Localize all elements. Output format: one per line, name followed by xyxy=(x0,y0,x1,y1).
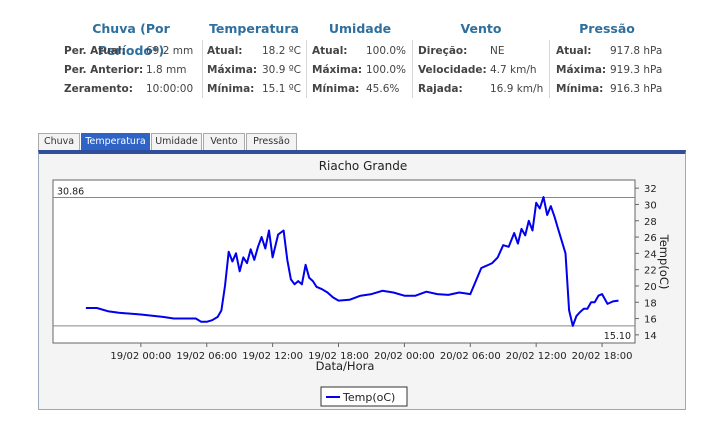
chart-panel: Riacho Grande 30.86 15.10 14 16 18 20 22 24 26 2… xyxy=(38,150,686,410)
x-tick-label: 20/02 12:00 xyxy=(506,351,567,362)
tab-pressao[interactable]: Pressão xyxy=(246,133,297,151)
pressao-row-minima: Mínima: 916.3 hPa xyxy=(556,80,666,98)
umidade-row-maxima: Máxima: 100.0% xyxy=(312,61,410,79)
x-axis-label: Data/Hora xyxy=(316,359,375,373)
temperature-series-line xyxy=(85,196,619,327)
x-tick-label: 19/02 06:00 xyxy=(176,351,237,362)
x-tick-label: 19/02 12:00 xyxy=(242,351,303,362)
stat-value: NE xyxy=(490,45,505,57)
pressao-row-maxima: Máxima: 919.3 hPa xyxy=(556,61,666,79)
temperatura-column: Temperatura xyxy=(206,18,302,40)
axis-ticks: 14 16 18 20 22 24 26 28 30 32 19/02 00:00 19/02 06:… xyxy=(110,184,656,362)
stat-value: 18.2 ºC xyxy=(262,45,301,57)
stat-value: 4.7 km/h xyxy=(490,64,537,76)
legend-box xyxy=(320,386,408,407)
umidade-row-minima: Mínima: 45.6% xyxy=(312,80,410,98)
pressao-row-atual: Atual: 917.8 hPa xyxy=(556,42,666,60)
stat-label: Mínima: xyxy=(556,83,604,95)
reference-line-label: 15.10 xyxy=(604,331,631,342)
column-divider xyxy=(306,40,307,98)
stat-label: Zeramento: xyxy=(64,83,133,95)
vento-row-rajada: Rajada: 16.9 km/h xyxy=(418,80,546,98)
tab-vento[interactable]: Vento xyxy=(203,133,245,151)
stat-value: 919.3 hPa xyxy=(610,64,663,76)
stat-value: 69.2 mm xyxy=(146,45,194,57)
stat-value: 100.0% xyxy=(366,45,407,57)
x-tick-label: 20/02 18:00 xyxy=(572,351,633,362)
chuva-row-anterior: Per. Anterior: 1.8 mm xyxy=(64,61,198,79)
stat-label: Máxima: xyxy=(556,64,607,76)
chuva-row-atual: Per. Atual: 69.2 mm xyxy=(64,42,198,60)
chart-title: Riacho Grande xyxy=(319,159,408,173)
chart-legend: Temp(oC) xyxy=(320,386,408,407)
pressao-header: Pressão xyxy=(579,21,635,36)
y-tick-label: 30 xyxy=(644,200,657,211)
chuva-row-zeramento: Zeramento: 10:00:00 xyxy=(64,80,198,98)
vento-row-direcao: Direção: NE xyxy=(418,42,546,60)
y-tick-label: 16 xyxy=(644,315,657,326)
x-tick-label: 19/02 00:00 xyxy=(110,351,171,362)
umidade-column: Umidade xyxy=(310,18,410,40)
stat-value: 16.9 km/h xyxy=(490,83,544,95)
column-divider xyxy=(412,40,413,98)
stat-value: 30.9 ºC xyxy=(262,64,301,76)
stat-label: Atual: xyxy=(556,45,592,57)
legend-label: Temp(oC) xyxy=(342,391,395,404)
y-tick-label: 22 xyxy=(644,266,657,277)
stat-label: Mínima: xyxy=(207,83,255,95)
x-tick-label: 19/02 18:00 xyxy=(308,351,369,362)
y-tick-label: 14 xyxy=(644,331,657,342)
stat-label: Rajada: xyxy=(418,83,463,95)
tab-chuva[interactable]: Chuva xyxy=(38,133,80,151)
x-tick-label: 20/02 06:00 xyxy=(440,351,501,362)
temperatura-row-atual: Atual: 18.2 ºC xyxy=(207,42,303,60)
y-tick-label: 28 xyxy=(644,217,657,228)
stat-value: 45.6% xyxy=(366,83,400,95)
vento-header: Vento xyxy=(460,21,502,36)
stats-summary: Chuva (Por Período*) Per. Atual: 69.2 mm… xyxy=(0,0,724,110)
stat-label: Mínima: xyxy=(312,83,360,95)
temperatura-row-minima: Mínima: 15.1 ºC xyxy=(207,80,303,98)
stat-value: 15.1 ºC xyxy=(262,83,301,95)
y-axis-label: Temp(oC) xyxy=(657,234,671,290)
stat-label: Velocidade: xyxy=(418,64,487,76)
tab-umidade[interactable]: Umidade xyxy=(151,133,202,151)
chuva-header: Chuva (Por Período*) xyxy=(92,21,170,58)
stat-label: Per. Atual: xyxy=(64,45,126,57)
temperature-chart: Riacho Grande 30.86 15.10 14 16 18 20 22 24 26 2… xyxy=(39,154,685,409)
stat-label: Máxima: xyxy=(207,64,258,76)
y-tick-label: 20 xyxy=(644,282,657,293)
stat-value: 10:00:00 xyxy=(146,83,194,95)
stat-value: 100.0% xyxy=(366,64,407,76)
x-tick-label: 20/02 00:00 xyxy=(374,351,435,362)
temperatura-row-maxima: Máxima: 30.9 ºC xyxy=(207,61,303,79)
column-divider xyxy=(202,40,203,98)
stat-value: 917.8 hPa xyxy=(610,45,663,57)
vento-column: Vento xyxy=(416,18,546,40)
stat-value: 916.3 hPa xyxy=(610,83,663,95)
y-tick-label: 24 xyxy=(644,249,657,260)
stat-label: Atual: xyxy=(207,45,243,57)
vento-row-velocidade: Velocidade: 4.7 km/h xyxy=(418,61,546,79)
stat-label: Atual: xyxy=(312,45,348,57)
plot-area xyxy=(52,179,636,344)
column-divider xyxy=(549,40,550,98)
chuva-column: Chuva (Por Período*) xyxy=(64,18,198,58)
stat-value: 1.8 mm xyxy=(146,64,187,76)
pressao-column: Pressão xyxy=(552,18,662,40)
reference-line-label: 30.86 xyxy=(57,186,84,197)
temperatura-header: Temperatura xyxy=(209,21,299,36)
stat-label: Per. Anterior: xyxy=(64,64,144,76)
reference-lines: 30.86 15.10 xyxy=(53,186,635,342)
stat-label: Direção: xyxy=(418,45,468,57)
y-tick-label: 32 xyxy=(644,184,657,195)
umidade-header: Umidade xyxy=(328,21,392,36)
stat-label: Máxima: xyxy=(312,64,363,76)
y-tick-label: 18 xyxy=(644,298,657,309)
y-tick-label: 26 xyxy=(644,233,657,244)
umidade-row-atual: Atual: 100.0% xyxy=(312,42,410,60)
